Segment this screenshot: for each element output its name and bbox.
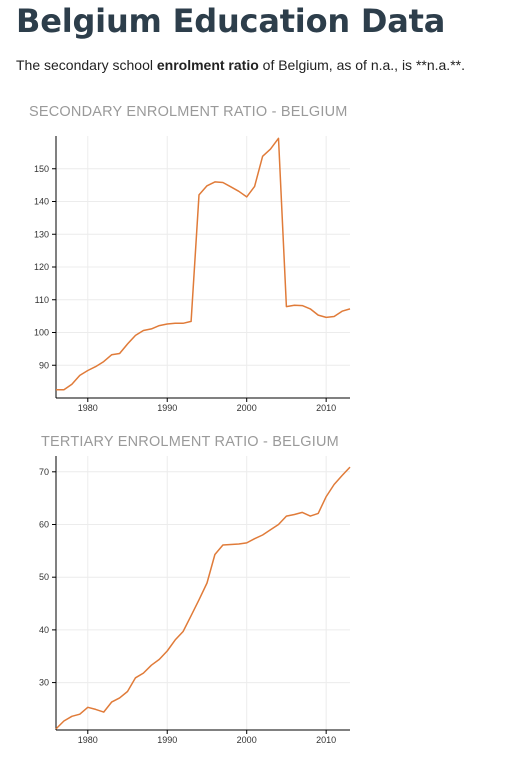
secondary-y-tick: 90 — [39, 360, 56, 370]
tertiary-x-tick-label: 2000 — [237, 735, 257, 745]
tertiary-y-tick: 60 — [39, 520, 56, 530]
secondary-x-tick-label: 1990 — [157, 403, 177, 413]
secondary-enrolment-chart: 90 100 110 120 130 140 150 1980 1990 2000 2010 — [34, 136, 351, 413]
tertiary-enrolment-chart: 30 40 50 60 70 1980 1990 2000 2010 — [39, 456, 351, 745]
tertiary-chart-title: TERTIARY ENROLMENT RATIO - BELGIUM — [41, 434, 339, 450]
secondary-y-tick-label: 150 — [34, 164, 49, 174]
secondary-y-tick-label: 90 — [39, 360, 49, 370]
tertiary-y-tick-label: 40 — [39, 625, 49, 635]
tertiary-x-tick-label: 1980 — [78, 735, 98, 745]
tertiary-y-tick: 40 — [39, 625, 56, 635]
tertiary-x-tick-label: 2010 — [316, 735, 336, 745]
intro-bold-term: enrolment ratio — [156, 57, 259, 73]
tertiary-y-tick-label: 50 — [39, 572, 49, 582]
secondary-x-tick: 2000 — [237, 398, 257, 413]
intro-text: The secondary school enrolment ratio of … — [16, 57, 465, 73]
page-title: Belgium Education Data — [16, 2, 446, 40]
tertiary-x-tick: 1980 — [78, 730, 98, 745]
secondary-y-tick-label: 100 — [34, 328, 49, 338]
tertiary-x-tick-label: 1990 — [157, 735, 177, 745]
secondary-x-tick: 2010 — [316, 398, 336, 413]
tertiary-y-tick: 70 — [39, 467, 56, 477]
secondary-y-tick: 120 — [34, 262, 56, 272]
secondary-y-tick: 130 — [34, 229, 56, 239]
secondary-y-tick-label: 140 — [34, 197, 49, 207]
secondary-y-tick: 100 — [34, 328, 56, 338]
secondary-x-tick-label: 2000 — [237, 403, 257, 413]
secondary-x-tick-label: 1980 — [78, 403, 98, 413]
secondary-y-tick-label: 130 — [34, 229, 49, 239]
tertiary-x-tick: 2000 — [237, 730, 257, 745]
secondary-y-tick: 150 — [34, 164, 56, 174]
secondary-y-tick: 140 — [34, 197, 56, 207]
secondary-x-tick-label: 2010 — [316, 403, 336, 413]
tertiary-y-tick-label: 70 — [39, 467, 49, 477]
tertiary-series-line — [55, 466, 351, 730]
tertiary-y-tick: 50 — [39, 572, 56, 582]
secondary-series-line — [56, 137, 351, 391]
secondary-y-tick-label: 120 — [34, 262, 49, 272]
tertiary-y-tick: 30 — [39, 678, 56, 688]
tertiary-y-tick-label: 30 — [39, 678, 49, 688]
secondary-x-tick: 1990 — [157, 398, 177, 413]
secondary-x-tick: 1980 — [78, 398, 98, 413]
secondary-y-tick-label: 110 — [35, 295, 49, 305]
tertiary-y-tick-label: 60 — [39, 520, 49, 530]
intro-suffix: of Belgium, as of n.a., is **n.a.**. — [258, 57, 465, 73]
secondary-y-tick: 110 — [35, 295, 56, 305]
tertiary-x-tick: 2010 — [316, 730, 336, 745]
tertiary-x-tick: 1990 — [157, 730, 177, 745]
intro-prefix: The secondary school — [16, 57, 157, 73]
secondary-chart-title: SECONDARY ENROLMENT RATIO - BELGIUM — [29, 104, 348, 120]
